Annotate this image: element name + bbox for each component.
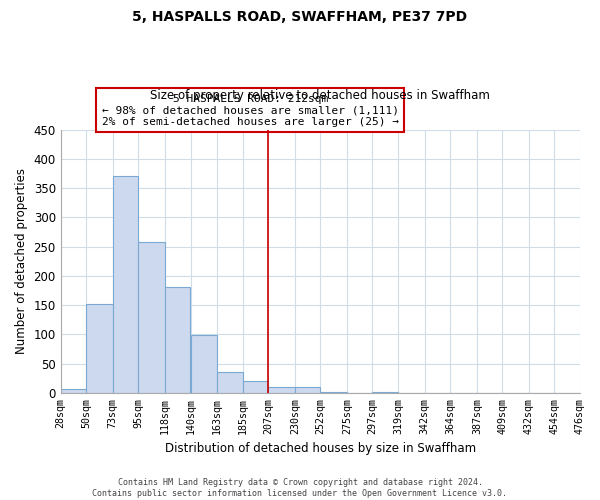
Title: Size of property relative to detached houses in Swaffham: Size of property relative to detached ho…: [151, 89, 490, 102]
Bar: [268, 387, 295, 393]
Bar: [61, 388, 86, 393]
Bar: [242, 381, 268, 393]
Bar: [373, 392, 398, 393]
Text: 5, HASPALLS ROAD, SWAFFHAM, PE37 7PD: 5, HASPALLS ROAD, SWAFFHAM, PE37 7PD: [133, 10, 467, 24]
Bar: [320, 392, 347, 393]
Bar: [217, 372, 242, 393]
X-axis label: Distribution of detached houses by size in Swaffham: Distribution of detached houses by size …: [165, 442, 476, 455]
Text: Contains HM Land Registry data © Crown copyright and database right 2024.
Contai: Contains HM Land Registry data © Crown c…: [92, 478, 508, 498]
Bar: [113, 176, 139, 393]
Bar: [191, 336, 217, 393]
Bar: [165, 287, 190, 393]
Bar: [295, 387, 320, 393]
Bar: [86, 304, 113, 393]
Text: 5 HASPALLS ROAD: 212sqm
← 98% of detached houses are smaller (1,111)
2% of semi-: 5 HASPALLS ROAD: 212sqm ← 98% of detache…: [102, 94, 399, 127]
Bar: [139, 242, 165, 393]
Y-axis label: Number of detached properties: Number of detached properties: [15, 168, 28, 354]
